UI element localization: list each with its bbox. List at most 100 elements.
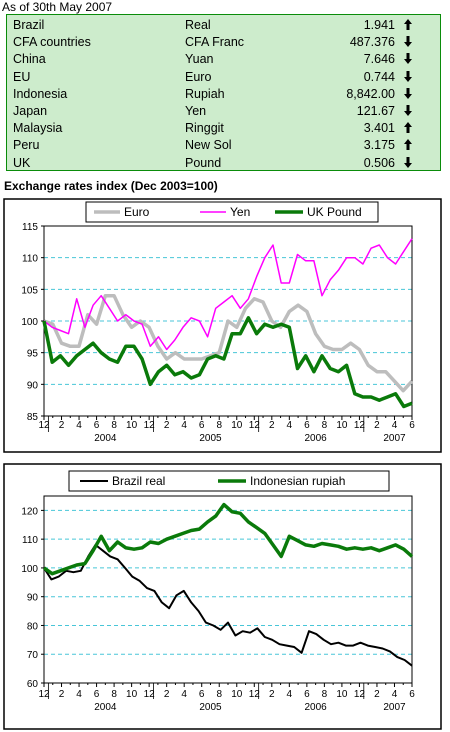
x-tick-label: 8 bbox=[216, 420, 222, 431]
rate-row: Japan Yen 121.67 bbox=[7, 103, 440, 120]
series-line-indonesian-rupiah bbox=[42, 502, 414, 576]
x-tick-label: 2 bbox=[164, 689, 170, 700]
y-tick-label: 110 bbox=[22, 254, 38, 265]
x-tick-label: 2 bbox=[164, 420, 170, 431]
x-tick-label: 12 bbox=[249, 689, 261, 700]
x-year-label: 2006 bbox=[304, 433, 327, 444]
x-tick-label: 4 bbox=[76, 689, 82, 700]
x-year-label: 2005 bbox=[199, 433, 222, 444]
rate-currency: Real bbox=[185, 18, 211, 32]
x-tick-label: 6 bbox=[304, 420, 310, 431]
x-tick-label: 8 bbox=[216, 689, 222, 700]
y-tick-label: 120 bbox=[21, 506, 38, 517]
x-tick-label: 10 bbox=[336, 420, 348, 431]
rate-country: China bbox=[13, 52, 46, 67]
x-tick-label: 10 bbox=[231, 689, 243, 700]
series-line-euro bbox=[43, 293, 414, 393]
rate-country: EU bbox=[13, 69, 31, 84]
rate-country: Indonesia bbox=[13, 86, 68, 101]
rate-value: 7.646 bbox=[363, 52, 395, 67]
rate-value: 3.401 bbox=[363, 121, 395, 136]
rate-currency: Euro bbox=[185, 69, 212, 84]
x-tick-label: 4 bbox=[181, 420, 187, 431]
rate-currency: New Sol bbox=[185, 138, 232, 153]
x-tick-label: 2 bbox=[269, 689, 275, 700]
x-tick-label: 4 bbox=[287, 689, 293, 700]
legend-label: Yen bbox=[230, 205, 250, 219]
rate-country: UK bbox=[13, 155, 31, 170]
rate-country: CFA countries bbox=[13, 35, 91, 50]
x-tick-label: 10 bbox=[126, 689, 138, 700]
chart-legend bbox=[85, 201, 379, 223]
rate-country: Brazil bbox=[13, 18, 45, 32]
arrow-down-icon bbox=[404, 53, 412, 65]
x-tick-label: 4 bbox=[287, 420, 293, 431]
as-of-date: As of 30th May 2007 bbox=[2, 0, 113, 14]
x-tick-label: 6 bbox=[409, 689, 415, 700]
rate-currency: Ringgit bbox=[185, 121, 224, 136]
x-tick-label: 2 bbox=[374, 689, 380, 700]
y-tick-label: 115 bbox=[22, 222, 38, 233]
x-tick-label: 4 bbox=[392, 689, 398, 700]
series-line-yen bbox=[43, 238, 413, 351]
rate-row: Brazil Real 1.941 bbox=[7, 17, 440, 34]
x-tick-label: 6 bbox=[304, 689, 310, 700]
rate-value: 8,842.00 bbox=[346, 86, 395, 101]
arrow-down-icon bbox=[404, 70, 412, 82]
rate-row: Indonesia Rupiah 8,842.00 bbox=[7, 86, 440, 103]
x-tick-label: 6 bbox=[94, 420, 100, 431]
x-tick-label: 4 bbox=[392, 420, 398, 431]
legend-label: Brazil real bbox=[112, 474, 165, 488]
x-year-label: 2006 bbox=[304, 702, 327, 713]
x-tick-label: 10 bbox=[231, 420, 243, 431]
rate-row: CFA countries CFA Franc 487.376 bbox=[7, 34, 440, 51]
x-tick-label: 8 bbox=[111, 689, 117, 700]
legend-label: UK Pound bbox=[307, 205, 362, 219]
x-year-label: 2005 bbox=[199, 702, 222, 713]
y-tick-label: 100 bbox=[21, 564, 38, 575]
x-tick-label: 12 bbox=[38, 689, 50, 700]
rate-row: China Yuan 7.646 bbox=[7, 51, 440, 68]
chart-title: Exchange rates index (Dec 2003=100) bbox=[4, 179, 218, 193]
rate-value: 0.744 bbox=[363, 69, 395, 84]
arrow-down-icon bbox=[404, 87, 412, 99]
x-tick-label: 10 bbox=[126, 420, 138, 431]
y-tick-label: 110 bbox=[22, 535, 38, 546]
x-tick-label: 12 bbox=[354, 420, 366, 431]
x-year-label: 2007 bbox=[383, 433, 406, 444]
y-tick-label: 90 bbox=[27, 380, 39, 391]
x-tick-label: 12 bbox=[144, 689, 156, 700]
x-tick-label: 4 bbox=[76, 420, 82, 431]
x-tick-label: 12 bbox=[354, 689, 366, 700]
y-tick-label: 105 bbox=[21, 285, 38, 296]
y-tick-label: 80 bbox=[27, 621, 39, 632]
rate-currency: Yen bbox=[185, 104, 207, 118]
exchange-rates-table: Brazil Real 1.941 CFA countries CFA Franc 487… bbox=[6, 14, 441, 171]
rate-value: 0.506 bbox=[363, 155, 395, 170]
rate-value: 1.941 bbox=[363, 18, 395, 32]
rate-country: Peru bbox=[13, 138, 40, 153]
arrow-down-icon bbox=[404, 36, 412, 48]
x-tick-label: 12 bbox=[249, 420, 261, 431]
rate-currency: Pound bbox=[185, 155, 222, 170]
y-tick-label: 90 bbox=[27, 593, 39, 604]
y-tick-label: 60 bbox=[27, 679, 39, 690]
rate-value: 3.175 bbox=[363, 138, 395, 153]
x-tick-label: 2 bbox=[374, 420, 380, 431]
x-tick-label: 6 bbox=[199, 420, 205, 431]
rate-currency: CFA Franc bbox=[185, 35, 245, 50]
x-tick-label: 8 bbox=[322, 420, 328, 431]
x-year-label: 2004 bbox=[94, 433, 117, 444]
rate-currency: Yuan bbox=[185, 52, 214, 67]
rate-value: 487.376 bbox=[349, 35, 395, 50]
legend-label: Euro bbox=[124, 205, 150, 219]
x-tick-label: 4 bbox=[181, 689, 187, 700]
rate-row: Malaysia Ringgit 3.401 bbox=[7, 120, 440, 137]
y-tick-label: 95 bbox=[27, 349, 39, 360]
x-tick-label: 6 bbox=[199, 689, 205, 700]
x-tick-label: 10 bbox=[336, 689, 348, 700]
x-tick-label: 12 bbox=[144, 420, 156, 431]
x-tick-label: 2 bbox=[59, 689, 65, 700]
chart-frame bbox=[3, 198, 442, 453]
arrow-up-icon bbox=[404, 139, 412, 151]
